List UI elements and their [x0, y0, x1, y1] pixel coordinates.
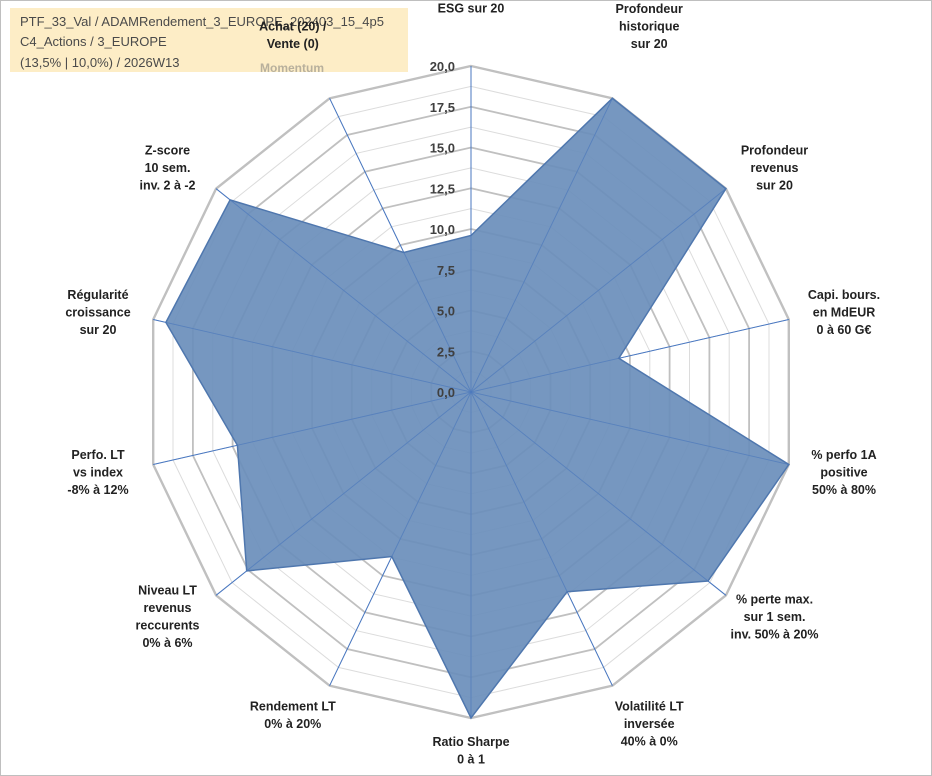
axis-label-line: Vente (0)	[267, 37, 319, 51]
axis-label-line: 0 à 1	[457, 753, 485, 767]
radar-spoke-overlay	[215, 188, 472, 393]
axis-label-line: 10 sem.	[145, 161, 191, 175]
axis-label-line: Achat (20) /	[259, 20, 327, 34]
axis-label-line: inversée	[624, 717, 675, 731]
axis-label-line: revenus	[751, 161, 799, 175]
info-box: PTF_33_Val / ADAMRendement_3_EUROPE_2024…	[10, 8, 408, 72]
axis-label-line: 50% à 80%	[812, 483, 876, 497]
tick-label: 2,5	[437, 344, 455, 359]
radar-spoke-overlay	[329, 98, 472, 393]
axis-label-line: 40% à 0%	[621, 734, 678, 748]
axis-label-line: revenus	[144, 601, 192, 615]
axis-label: NoteESG sur 20	[438, 0, 505, 16]
radar-series	[153, 66, 790, 720]
axis-label-line: Volatilité LT	[615, 699, 684, 713]
tick-label: 5,0	[437, 304, 455, 319]
tick-label: 15,0	[430, 141, 455, 156]
axis-label-line: Rendement LT	[250, 699, 336, 713]
radar-spoke-overlay	[215, 391, 472, 596]
axis-label: Perfo. LT vs index -8% à 12%	[67, 448, 128, 497]
axis-label-line: sur 20	[80, 323, 117, 337]
tick-label: 12,5	[430, 181, 455, 196]
radar-spoke-overlay	[470, 391, 727, 596]
axis-label: Niveau LT revenus reccurents 0% à 6%	[136, 584, 200, 651]
axis-label-line: Profondeur	[616, 2, 683, 16]
axis-label-line: ESG sur 20	[438, 2, 505, 16]
axis-label: Volatilité LT inversée 40% à 0%	[615, 699, 684, 748]
axis-label-line: vs index	[73, 466, 123, 480]
axis-label-line: Profondeur	[741, 143, 808, 157]
radar-spoke-overlay	[153, 319, 472, 393]
radar-spoke-overlay	[470, 188, 727, 393]
radar-spoke-overlay	[329, 391, 472, 686]
axis-label-line: Capi. bours.	[808, 288, 880, 302]
axis-label: Rendement LT 0% à 20%	[250, 699, 336, 731]
axis-label-line: sur 1 sem.	[744, 610, 806, 624]
axis-label-line: sur 20	[756, 178, 793, 192]
axis-label-line: 0% à 20%	[264, 717, 321, 731]
tick-label: 10,0	[430, 222, 455, 237]
radar-spoke-overlay	[470, 98, 613, 393]
axis-label-line: 0 à 60 G€	[817, 323, 872, 337]
axis-label: Z-score 10 sem. inv. 2 à -2	[139, 143, 195, 192]
axis-label: % perte max. sur 1 sem. inv. 50% à 20%	[730, 592, 818, 641]
axis-label-line: sur 20	[631, 37, 668, 51]
radar-spoke-overlay	[470, 319, 789, 393]
axis-label-line: inv. 50% à 20%	[730, 627, 818, 641]
radar-spoke-overlay	[470, 391, 613, 686]
axis-label-line: inv. 2 à -2	[139, 178, 195, 192]
axis-label-line: 0% à 6%	[142, 636, 192, 650]
radar-spoke-overlay	[470, 391, 789, 465]
axis-label-line: Perfo. LT	[71, 448, 125, 462]
axis-label: Profondeur historique sur 20	[616, 2, 683, 51]
radar-tick-labels: 0,0 2,5 5,0 7,5 10,0 12,5 15,0 17,5 20,0	[430, 59, 455, 400]
tick-label: 0,0	[437, 385, 455, 400]
axis-label-line: positive	[820, 466, 867, 480]
tick-label: 7,5	[437, 263, 455, 278]
info-line-portfolio: PTF_33_Val / ADAMRendement_3_EUROPE_2024…	[20, 14, 384, 29]
axis-label-line: % perte max.	[736, 592, 813, 606]
axis-label: Ratio Sharpe 0 à 1	[432, 735, 509, 767]
radar-series-area	[165, 97, 790, 720]
axis-label: Régularité croissance sur 20	[65, 288, 130, 337]
axis-label-line: % perfo 1A	[811, 448, 876, 462]
axis-label-line: -8% à 12%	[67, 483, 128, 497]
axis-label-line: en MdEUR	[813, 305, 876, 319]
axis-label-line: Ratio Sharpe	[432, 735, 509, 749]
info-line-category: C4_Actions / 3_EUROPE	[20, 34, 167, 49]
axis-label-line: historique	[619, 20, 679, 34]
axis-label-line: Z-score	[145, 143, 190, 157]
momentum-annotation: Momentum	[260, 61, 324, 75]
axis-label: % perfo 1A positive 50% à 80%	[811, 448, 876, 497]
radar-axis-labels: NoteESG sur 20 Profondeur historique sur 20…	[65, 0, 880, 767]
axis-label: Achat (20) / Vente (0)	[259, 20, 327, 52]
tick-label: 20,0	[430, 59, 455, 74]
radar-spoke-overlay	[153, 391, 472, 465]
axis-label: Capi. bours. en MdEUR 0 à 60 G€	[808, 288, 880, 337]
info-line-period: (13,5% | 10,0%) / 2026W13	[20, 55, 180, 70]
axis-label-line: Niveau LT	[138, 584, 197, 598]
axis-label-line: reccurents	[136, 619, 200, 633]
axis-label-line: croissance	[65, 305, 130, 319]
tick-label: 17,5	[430, 100, 455, 115]
axis-label: Profondeur revenus sur 20	[741, 143, 808, 192]
axis-label-line: Régularité	[67, 288, 128, 302]
